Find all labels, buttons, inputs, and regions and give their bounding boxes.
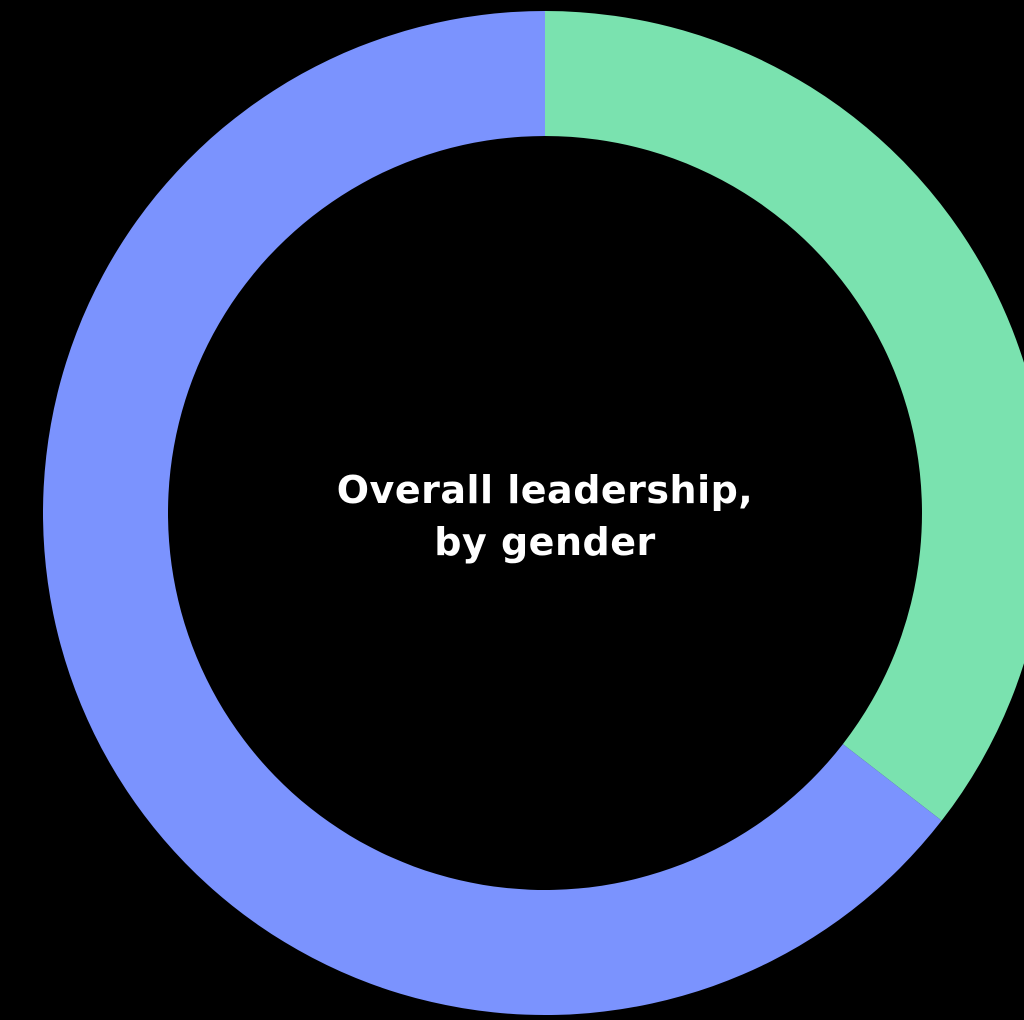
chart-title-line-2: by gender (434, 520, 656, 564)
chart-title: Overall leadership, by gender (262, 464, 828, 568)
donut-slice-1 (545, 11, 1024, 821)
chart-title-line-1: Overall leadership, (336, 468, 754, 512)
